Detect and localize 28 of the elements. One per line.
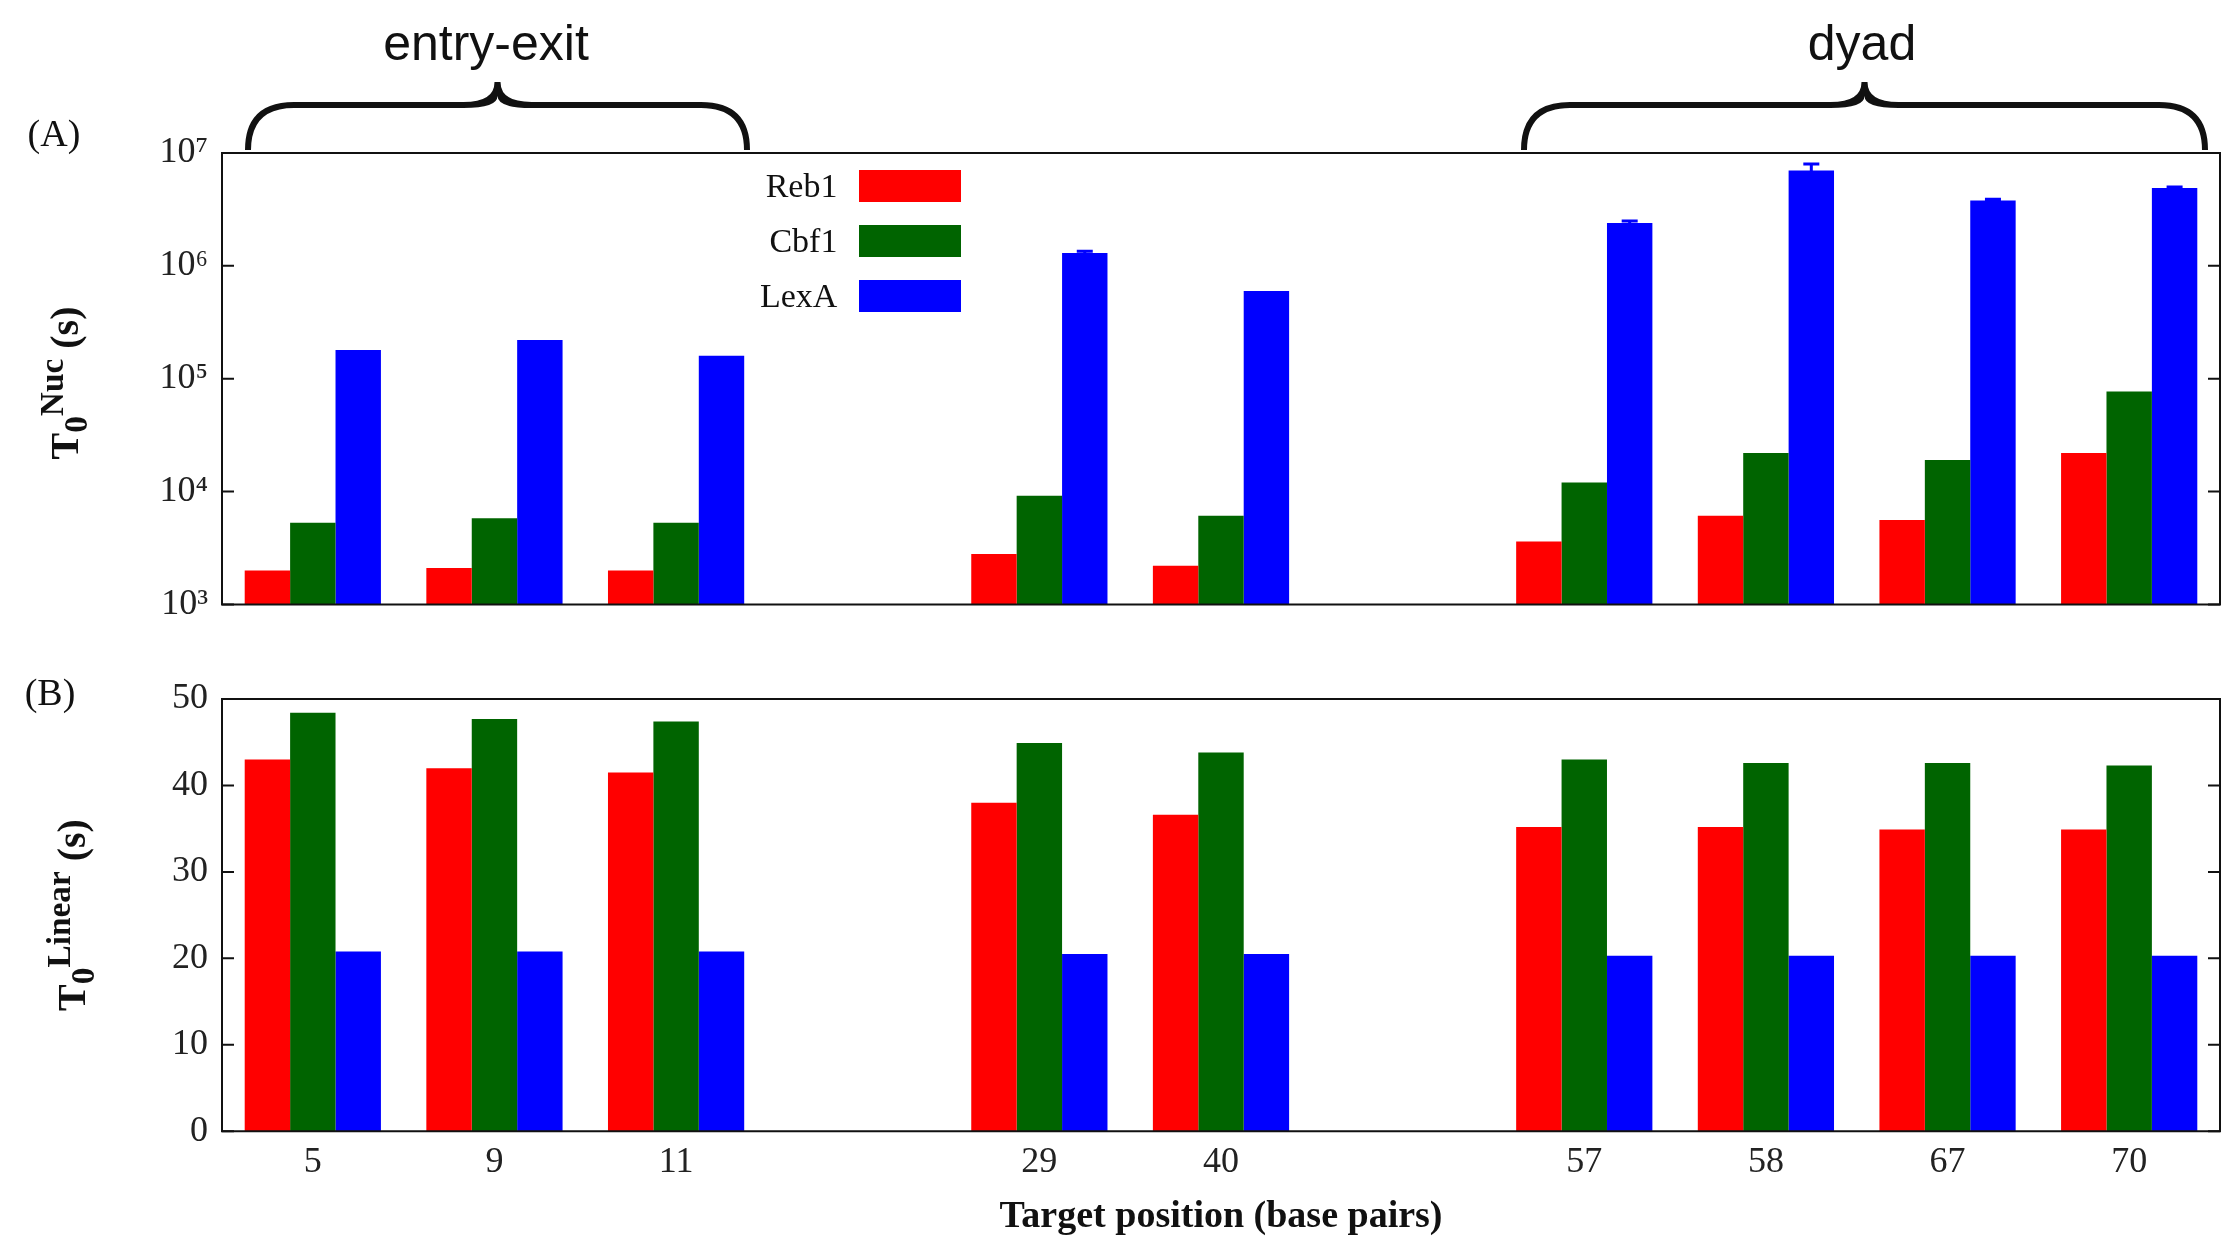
y-tick-label: 20 bbox=[172, 935, 208, 976]
y-tick-label: 10 bbox=[172, 1022, 208, 1063]
x-tick-label: 5 bbox=[303, 1140, 322, 1181]
x-axis-title: Target position (base pairs) bbox=[999, 1193, 1443, 1237]
text: (B) bbox=[24, 670, 76, 714]
x-tick-label: 70 bbox=[2111, 1140, 2148, 1181]
text: dyad bbox=[1807, 14, 1917, 72]
text: (A) bbox=[27, 111, 81, 155]
y-tick-label: 0 bbox=[190, 1108, 208, 1149]
y-tick-label: 10⁶ bbox=[159, 243, 208, 284]
x-tick-label: 11 bbox=[658, 1140, 694, 1181]
y-tick-label: 10⁵ bbox=[159, 356, 208, 397]
x-tick-label: 57 bbox=[1566, 1140, 1603, 1181]
y-tick-label: 10⁴ bbox=[159, 469, 208, 509]
text: entry-exit bbox=[383, 14, 589, 72]
y-tick-label: 30 bbox=[172, 849, 208, 890]
legend-label: Cbf1 bbox=[769, 221, 838, 260]
x-tick-label: 9 bbox=[485, 1140, 504, 1181]
x-tick-label: 58 bbox=[1747, 1140, 1784, 1181]
y-tick-label: 40 bbox=[172, 762, 208, 803]
y-tick-label: 10⁷ bbox=[159, 130, 208, 171]
x-tick-label: 29 bbox=[1021, 1140, 1058, 1181]
y-tick-label: 50 bbox=[172, 676, 208, 717]
y-tick-label: 10³ bbox=[161, 581, 209, 622]
x-tick-label: 40 bbox=[1203, 1140, 1239, 1181]
legend-label: LexA bbox=[760, 276, 838, 315]
legend-label: Reb1 bbox=[765, 166, 838, 205]
x-tick-label: 67 bbox=[1929, 1140, 1966, 1181]
